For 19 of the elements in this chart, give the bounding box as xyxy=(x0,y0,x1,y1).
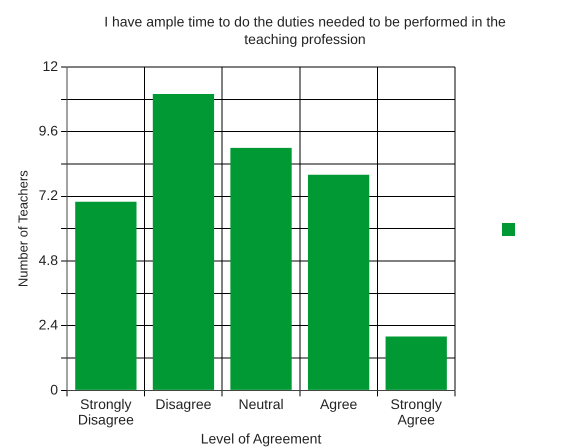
chart-title: I have ample time to do the duties needed to be performed in the teaching profession xyxy=(104,14,506,48)
x-tick-label: Strongly Disagree xyxy=(78,396,134,428)
bar xyxy=(75,202,137,390)
x-tick-label: Neutral xyxy=(238,396,284,412)
y-tick-label: 12 xyxy=(42,58,58,74)
x-tick-label: Agree xyxy=(320,396,358,412)
x-tick-label: Disagree xyxy=(155,396,212,412)
y-tick-label: 9.6 xyxy=(38,122,58,139)
bar xyxy=(230,148,292,390)
bar xyxy=(152,94,214,390)
bar xyxy=(308,174,370,390)
y-tick-label: 7.2 xyxy=(38,187,58,204)
bar xyxy=(386,336,447,390)
x-tick-label: Strongly Agree xyxy=(390,396,442,428)
y-tick-label: 4.8 xyxy=(38,252,58,268)
y-axis-title: Number of Teachers xyxy=(15,170,30,288)
y-tick-label: 0 xyxy=(50,381,58,398)
y-tick-label: 2.4 xyxy=(38,316,58,333)
x-axis-title: Level of Agreement xyxy=(200,430,322,446)
